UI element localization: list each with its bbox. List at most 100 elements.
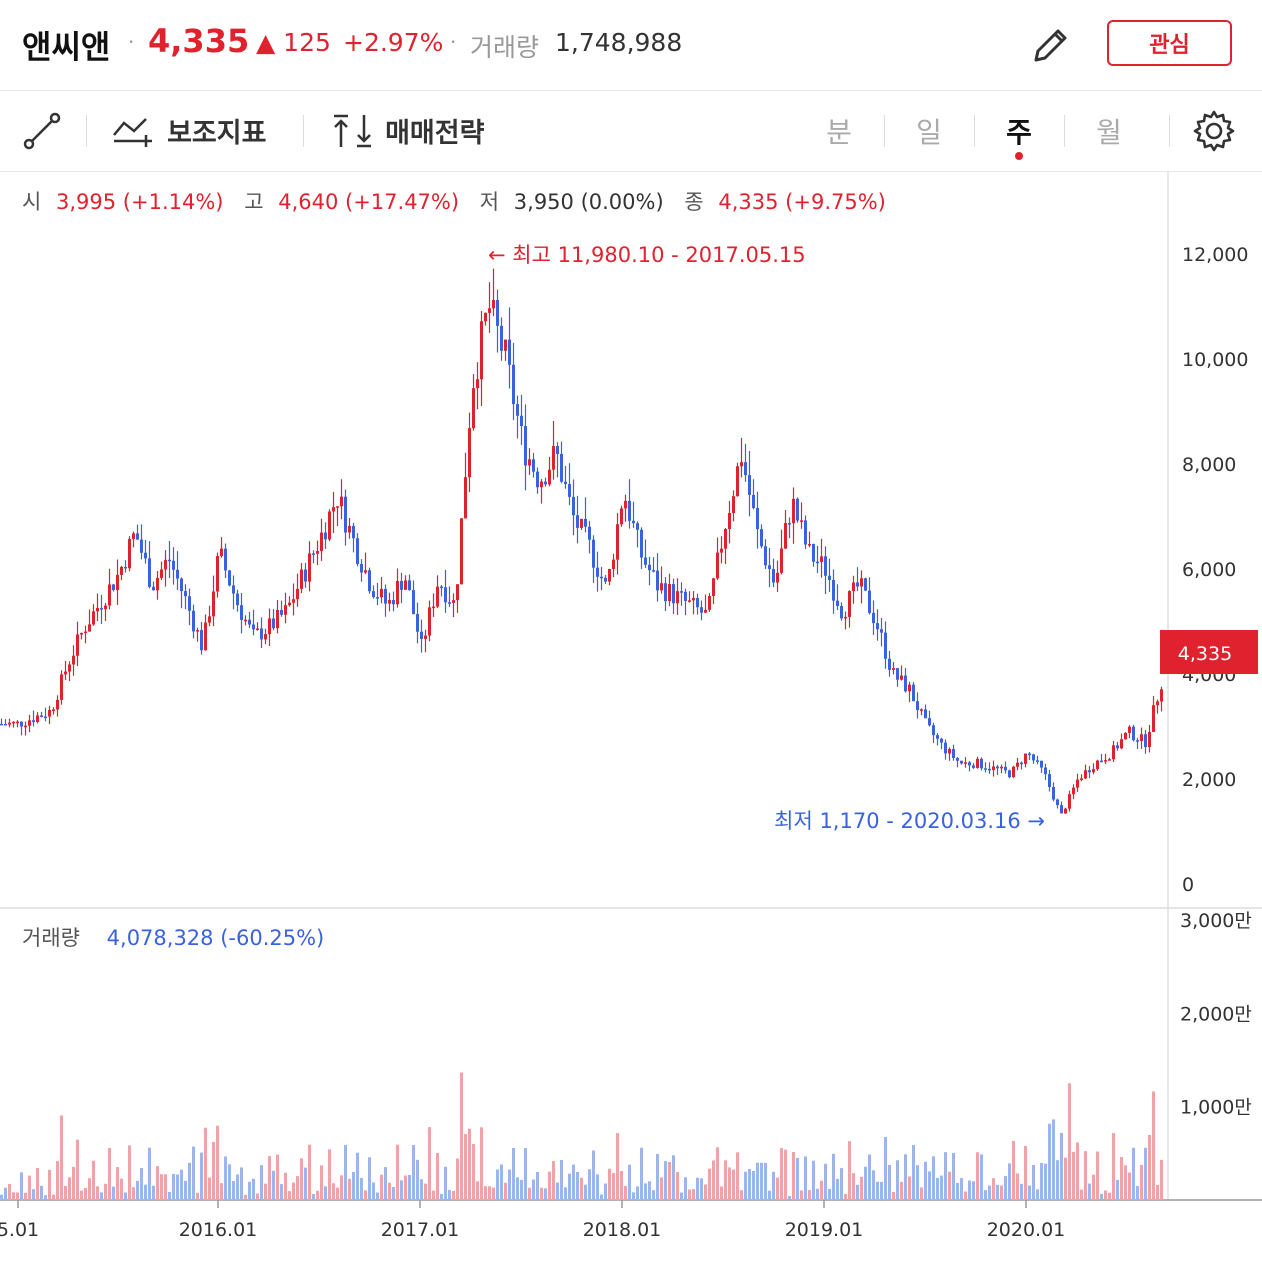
volume-bar [1092,1174,1095,1200]
candle-body [356,538,359,565]
candle-body [756,507,759,530]
volume-bar [748,1169,751,1200]
candle-body [152,586,155,591]
volume-bar [40,1185,43,1200]
volume-bar [1104,1190,1107,1200]
candle-body [764,546,767,566]
favorite-button[interactable]: 관심 [1107,20,1232,66]
interval-month[interactable]: 월 [1096,116,1122,149]
volume-bar [992,1178,995,1200]
volume-bar [128,1145,131,1200]
volume-bar [764,1162,767,1200]
candle-body [104,605,107,610]
volume-bar [828,1188,831,1200]
gear-icon[interactable] [1192,109,1236,153]
indicator-label: 보조지표 [167,118,267,149]
candle-body [260,628,263,640]
volume-panel-value: 4,078,328 (-60.25%) [106,926,325,950]
volume-bar [936,1177,939,1200]
candle-body [88,624,91,632]
volume-bar [184,1180,187,1200]
volume-bar [336,1187,339,1200]
volume-bar [976,1152,979,1200]
candle-body [1020,762,1023,765]
candle-body [1024,753,1027,764]
volume-bar [436,1153,439,1200]
strategy-button[interactable]: 매매전략 [330,111,484,151]
interval-minute[interactable]: 분 [826,116,852,149]
candle-body [1036,760,1039,762]
volume-bar [736,1152,739,1200]
volume-bar [188,1162,191,1200]
volume-bar [300,1158,303,1200]
volume-bar [268,1156,271,1200]
pencil-icon[interactable] [1028,24,1072,68]
candle-body [92,611,95,625]
candle-body [236,593,239,606]
candle-body [44,716,47,719]
candle-body [12,721,15,724]
volume-bar [196,1192,199,1200]
candle-body [128,538,131,569]
volume-bar [48,1169,51,1200]
candle-body [32,720,35,723]
candle-body [620,508,623,525]
volume-bar [472,1143,475,1200]
candle-body [424,635,427,639]
volume-bar [420,1179,423,1200]
volume-bar [1148,1134,1151,1200]
volume-bar [592,1150,595,1200]
volume-bar [956,1182,959,1200]
volume-bar [608,1168,611,1200]
candle-body [1000,766,1003,769]
volume-bar [892,1191,895,1200]
candle-body [460,518,463,585]
candle-body [224,548,227,571]
volume-bar [1072,1151,1075,1200]
volume-bar [152,1185,155,1200]
candle-body [1124,732,1127,740]
candle-body [540,481,543,488]
candle-body [552,446,555,470]
volume-bar [840,1168,843,1200]
candle-body [732,496,735,514]
volume-bar [192,1146,195,1200]
candle-body [388,600,391,604]
volume-bar [504,1182,507,1200]
indicator-button[interactable]: 보조지표 [112,111,266,151]
candle-body [1108,759,1111,761]
candle-body [992,766,995,770]
volume-bar [60,1115,63,1200]
candle-body [724,529,727,549]
volume-tick-label: 1,000만 [1180,1097,1252,1119]
candle-body [972,765,975,768]
candle-body [0,723,3,726]
volume-bar [4,1187,7,1200]
volume-bar [460,1072,463,1200]
candle-body [1100,760,1103,763]
volume-bar [924,1161,927,1200]
interval-day[interactable]: 일 [916,116,942,149]
candle-body [1096,760,1099,770]
candle-body [56,699,59,710]
volume-bar [84,1188,87,1200]
candle-body [672,583,675,604]
volume-bar [320,1165,323,1200]
volume-bar [24,1192,27,1200]
volume-bar [432,1190,435,1200]
candle-body [184,591,187,597]
candle-body [948,749,951,754]
draw-line-icon[interactable] [22,111,62,151]
volume-bar [780,1148,783,1200]
candle-body [592,539,595,568]
interval-week[interactable]: 주 [1006,116,1032,149]
candle-body [1112,745,1115,760]
candle-body [664,583,667,602]
volume-bar [1108,1192,1111,1200]
volume-bar [716,1147,719,1200]
candle-body [704,609,707,613]
candle-body [720,548,723,553]
volume-bar [384,1167,387,1200]
candle-body [96,607,99,612]
